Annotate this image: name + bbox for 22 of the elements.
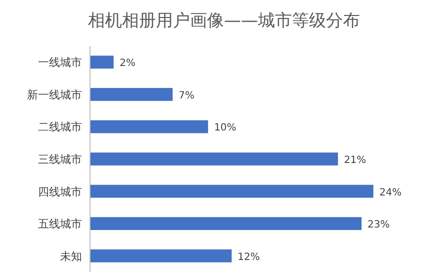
bar	[90, 152, 338, 166]
data-label: 12%	[238, 252, 260, 263]
y-tick-label: 一线城市	[38, 56, 82, 70]
bar	[90, 120, 208, 134]
y-tick-label: 二线城市	[38, 120, 82, 134]
data-label: 21%	[344, 155, 366, 166]
y-tick-label: 未知	[60, 250, 82, 263]
data-label: 10%	[214, 122, 236, 134]
data-label: 7%	[178, 90, 195, 102]
bar	[90, 249, 232, 262]
data-label: 23%	[368, 220, 390, 231]
data-label: 24%	[379, 187, 402, 198]
data-label: 2%	[120, 58, 136, 70]
y-tick-label: 四线城市	[38, 185, 82, 198]
bar	[90, 56, 114, 69]
chart-title: 相机相册用户画像——城市等级分布	[88, 11, 360, 31]
bar	[90, 184, 374, 198]
y-tick-label: 新一线城市	[27, 88, 82, 102]
bar	[90, 88, 173, 101]
y-tick-label: 三线城市	[38, 153, 82, 166]
y-tick-label: 五线城市	[38, 218, 82, 231]
bar	[90, 217, 362, 230]
